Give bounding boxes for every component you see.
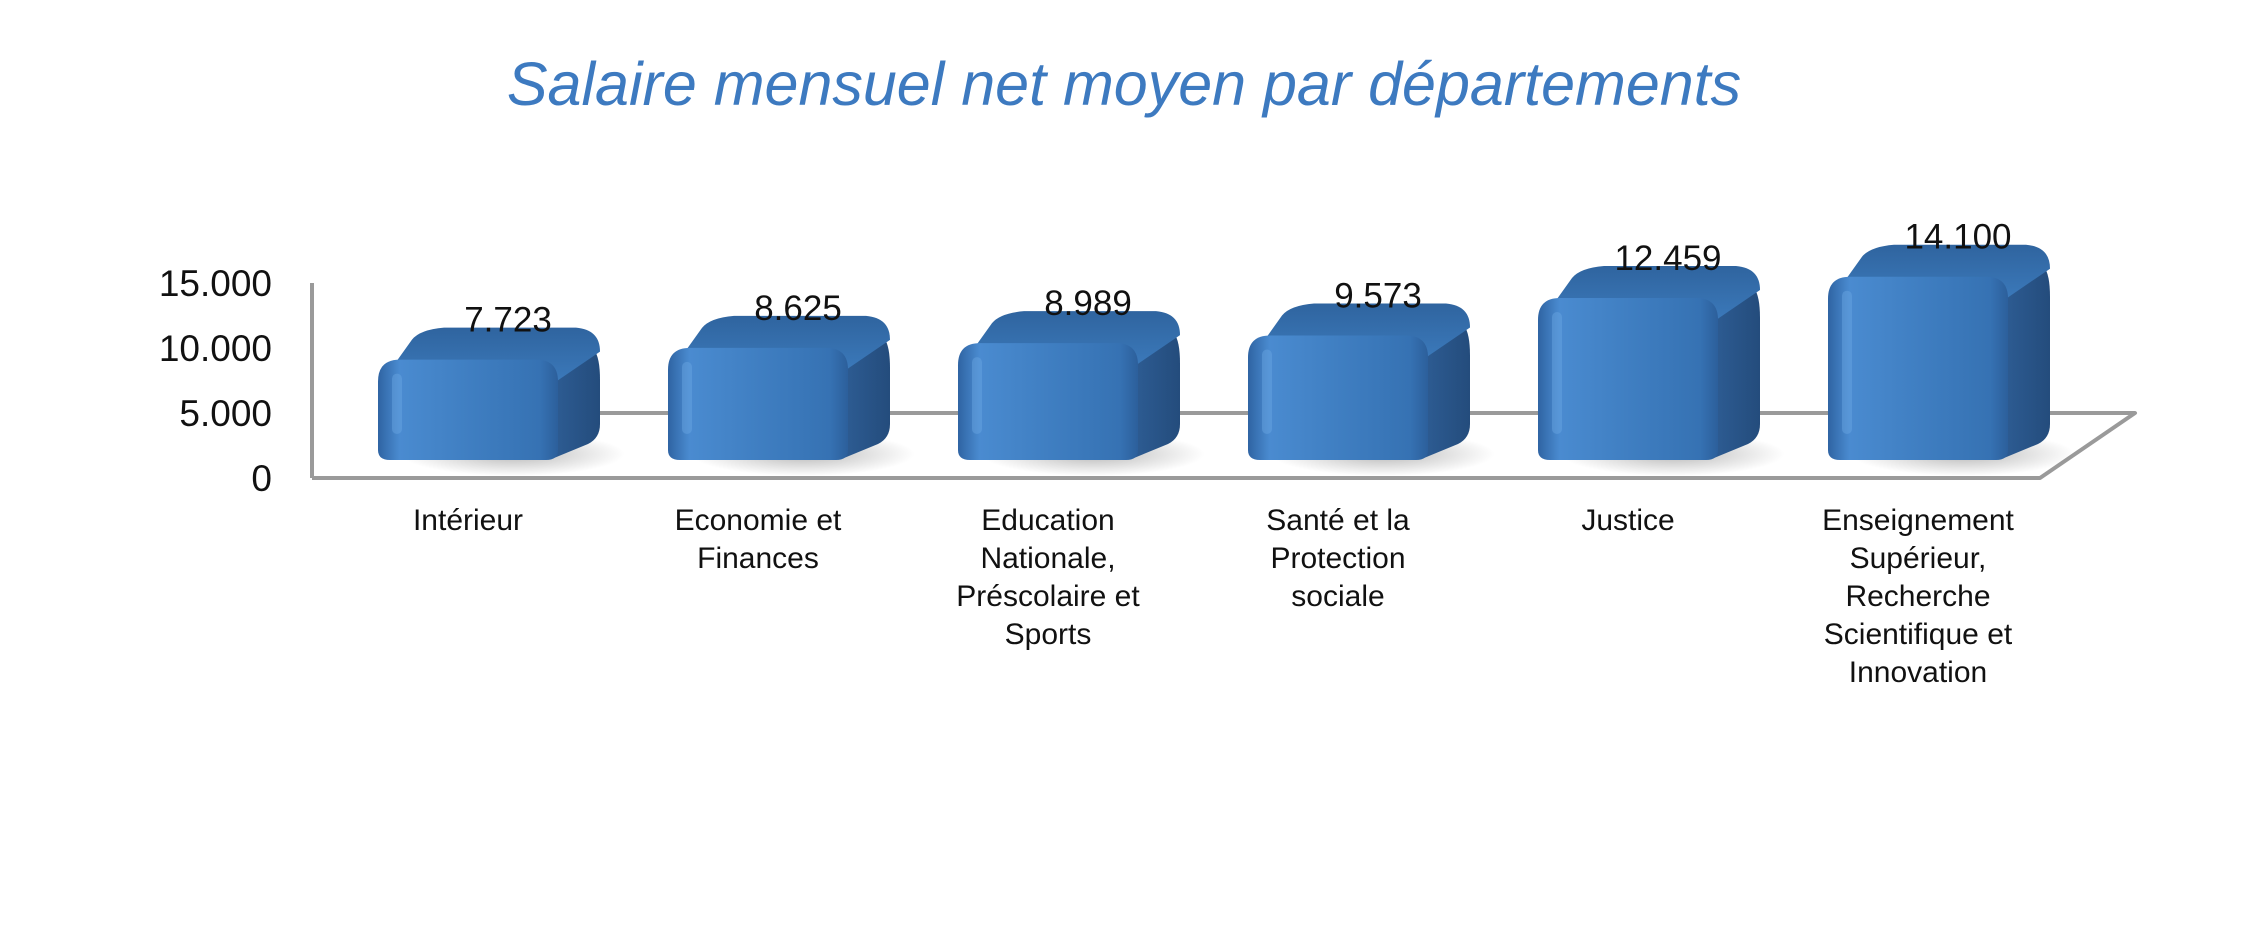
- x-tick-label-line: Nationale,: [980, 542, 1115, 575]
- x-tick-label-line: Enseignement: [1822, 504, 2014, 537]
- bar-top: [382, 327, 600, 382]
- y-tick-label: 0: [251, 458, 272, 499]
- data-label: 8.625: [754, 289, 842, 328]
- x-tick-label: Justice: [1581, 504, 1674, 537]
- bar-side: [1134, 333, 1180, 458]
- x-tick-label: Santé et la Protection sociale: [1266, 504, 1410, 613]
- bar-front: [1828, 276, 2008, 460]
- data-label: 12.459: [1614, 239, 1721, 278]
- x-tick-label-line: Education: [981, 504, 1114, 537]
- bar-highlight: [1842, 290, 1852, 434]
- x-tick-label: Economie et Finances: [675, 504, 842, 575]
- x-tick-label-line: Intérieur: [413, 504, 523, 537]
- bar-highlight: [1262, 349, 1272, 434]
- bar-highlight: [1552, 312, 1562, 434]
- bar: [668, 315, 915, 476]
- bar-side: [1714, 288, 1760, 458]
- bar-highlight: [972, 357, 982, 434]
- bar-front: [378, 359, 558, 460]
- x-tick-label-line: Préscolaire et: [956, 580, 1140, 613]
- x-tick-label-line: Santé et la: [1266, 504, 1410, 537]
- x-tick-label-line: Recherche: [1845, 580, 1990, 613]
- y-tick-label: 5.000: [179, 393, 272, 434]
- x-tick-label-line: Innovation: [1849, 656, 1987, 689]
- x-tick-label-line: sociale: [1291, 580, 1384, 613]
- bar-highlight: [682, 361, 692, 434]
- bar-front: [1248, 335, 1428, 460]
- y-tick-label: 10.000: [159, 328, 272, 369]
- chart-title: Salaire mensuel net moyen par départemen…: [507, 50, 1741, 118]
- x-tick-label-line: Finances: [697, 542, 819, 575]
- bar-side: [1424, 325, 1470, 458]
- bar: [1828, 244, 2075, 476]
- bar: [1248, 303, 1495, 476]
- x-tick-label: Education Nationale, Préscolaire et Sports: [956, 504, 1140, 651]
- bar-highlight: [392, 373, 402, 434]
- labels: 0 5.000 10.000 15.000 7.723 Intérieur 8.625 Eco…: [159, 218, 2015, 689]
- bar-front: [958, 343, 1138, 460]
- y-tick-label: 15.000: [159, 263, 272, 304]
- bar-top: [672, 315, 890, 370]
- bars: [378, 244, 2075, 476]
- bar-side: [2004, 266, 2050, 458]
- bar-front: [668, 347, 848, 460]
- bar-top: [962, 311, 1180, 366]
- x-tick-label-line: Economie et: [675, 504, 842, 537]
- bar-top: [1832, 244, 2050, 299]
- bar-side: [554, 349, 600, 458]
- x-tick-label-line: Sports: [1005, 618, 1092, 651]
- bar-side: [844, 337, 890, 458]
- x-tick-label-line: Justice: [1581, 504, 1674, 537]
- data-label: 14.100: [1904, 218, 2011, 257]
- x-tick-label: Enseignement Supérieur, Recherche Scientifi…: [1822, 504, 2014, 689]
- bar-top: [1542, 266, 1760, 321]
- data-label: 7.723: [464, 301, 552, 340]
- data-label: 9.573: [1334, 277, 1422, 316]
- bar-top: [1252, 303, 1470, 358]
- bar: [378, 327, 625, 476]
- bar: [958, 311, 1205, 476]
- x-tick-label-line: Supérieur,: [1850, 542, 1987, 575]
- bar-front: [1538, 298, 1718, 460]
- x-tick-label-line: Protection: [1270, 542, 1405, 575]
- bar: [1538, 266, 1785, 476]
- data-label: 8.989: [1044, 284, 1132, 323]
- x-tick-label-line: Scientifique et: [1824, 618, 2013, 651]
- x-tick-label: Intérieur: [413, 504, 523, 537]
